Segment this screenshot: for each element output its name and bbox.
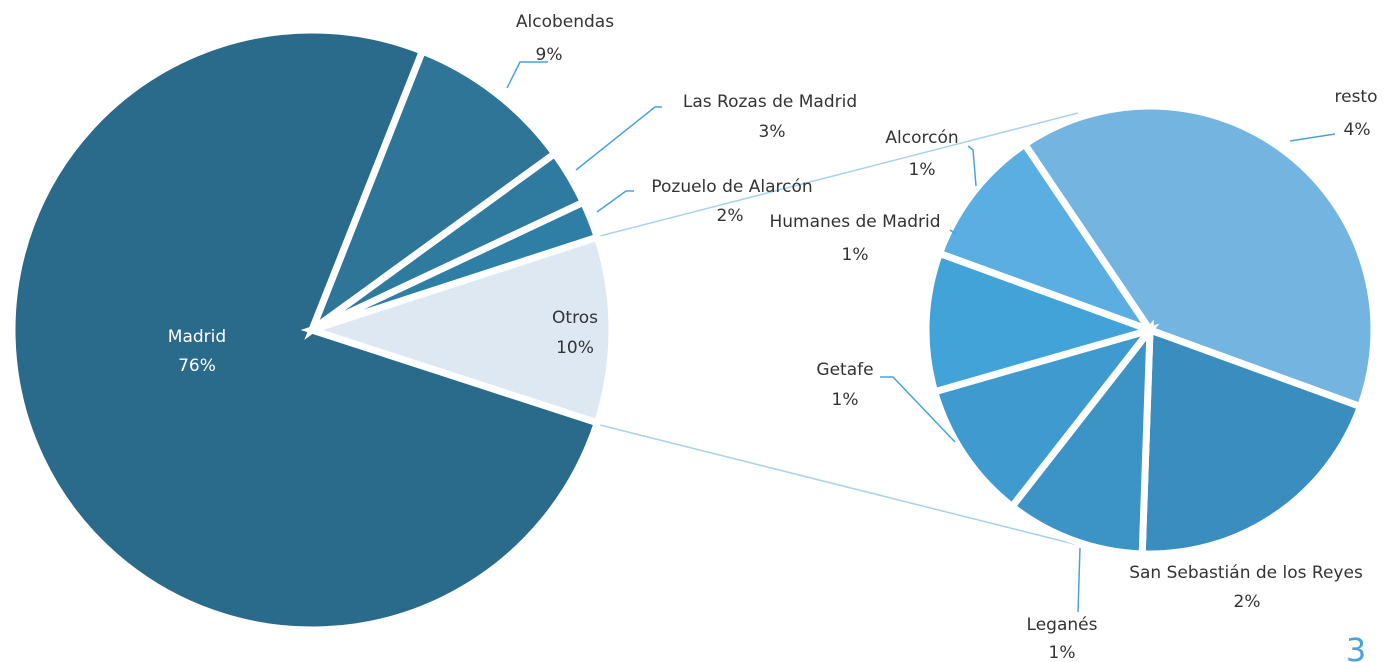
data-label: 1% [832,390,859,410]
leader-line [596,190,634,213]
leader-line [575,106,662,171]
data-label-name: resto [1335,87,1378,107]
data-label-name: Alcobendas [516,12,614,32]
leader-line [880,376,956,443]
data-label-name: Alcorcón [885,128,958,148]
connector-line [595,423,1079,546]
data-label-name: Leganés [1027,615,1098,635]
data-label: 2% [1234,592,1261,612]
connector-line [599,112,1079,237]
data-label-name: Pozuelo de Alarcón [651,177,812,197]
data-label-name: Humanes de Madrid [769,212,940,232]
pie-slice [1019,102,1378,412]
pie-slice [922,248,1162,397]
data-label: 1% [909,160,936,180]
pie-slice [930,323,1160,512]
data-label: 9% [536,45,563,65]
data-label-name: Getafe [816,360,873,380]
data-label: 3% [759,122,786,142]
pie-slice [300,232,616,428]
data-label-name: Las Rozas de Madrid [683,92,857,112]
leader-line [506,61,548,89]
data-label: 2% [717,206,744,226]
data-label: 10% [556,338,594,358]
page-number: 3 [1346,631,1366,662]
leader-line [1289,133,1336,142]
data-label-name: Otros [552,308,598,328]
pie-slice [1138,325,1365,558]
data-label-name: Madrid [168,327,226,347]
leader-line [949,229,957,235]
leader-line [967,145,977,187]
data-label: 1% [842,245,869,265]
leader-line [1077,547,1081,613]
data-label: 4% [1344,120,1371,140]
data-label: 1% [1049,643,1076,662]
pie-slice [935,139,1159,337]
pie-slice [1007,319,1154,558]
pie-slice [304,46,560,340]
data-label: 76% [178,356,216,376]
data-label-name: San Sebastián de los Reyes [1129,563,1363,583]
